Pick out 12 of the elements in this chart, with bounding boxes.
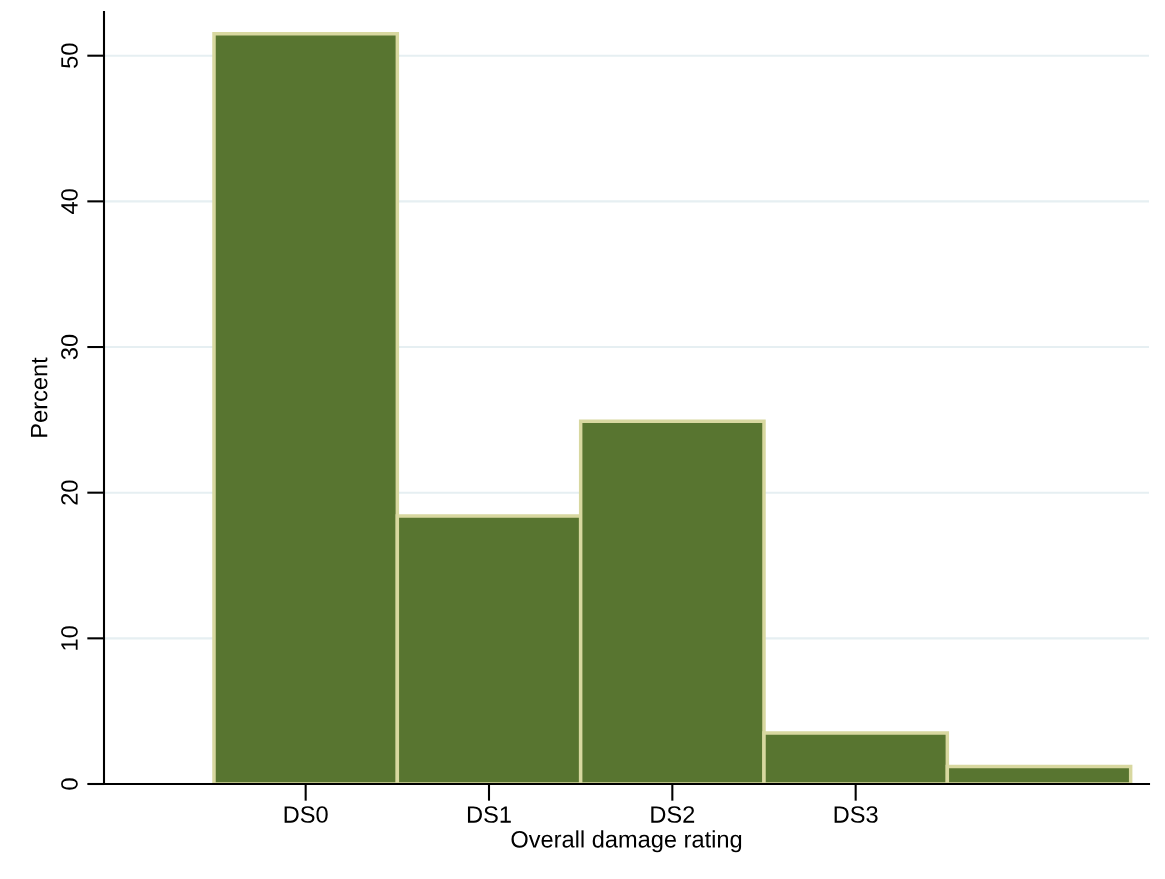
x-tick-label: DS0 [284,806,328,823]
x-tick-label: DS3 [834,806,878,823]
y-tick-label: 10 [61,626,78,650]
y-axis-title: Percent [30,357,48,437]
y-tick-label: 0 [61,778,78,790]
y-tick-label: 20 [61,480,78,505]
y-tick-label: 50 [61,43,78,68]
y-tick-label: 30 [61,334,78,360]
x-tick-label: DS1 [467,806,511,823]
x-axis-title: Overall damage rating [511,830,742,853]
y-tick-label: 40 [61,189,78,214]
x-tick-label: DS2 [651,806,695,823]
